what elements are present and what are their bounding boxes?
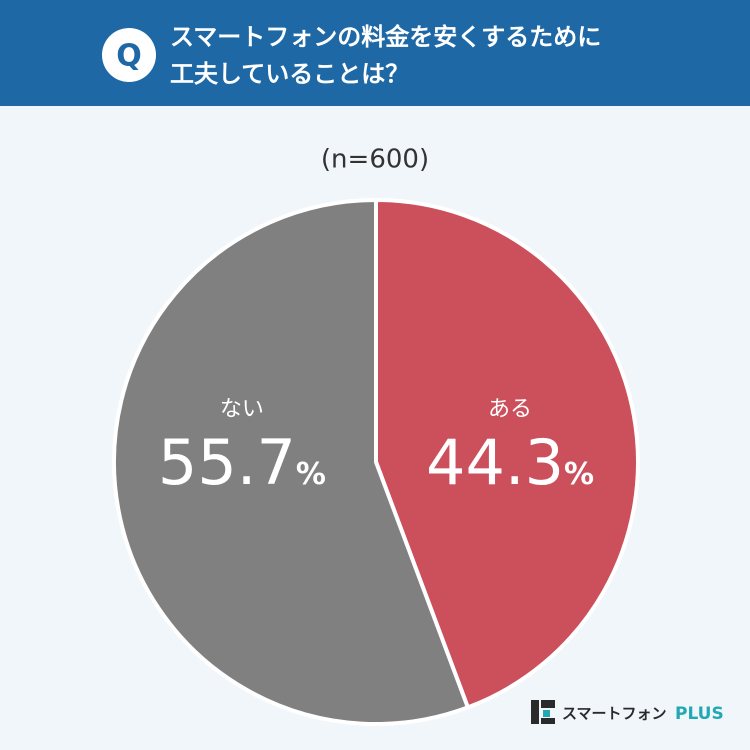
logo-text: PLUS — [675, 704, 724, 724]
value-label: 55.7% — [158, 426, 326, 499]
chart-title: スマートフォンの料金を安くするために — [170, 23, 601, 51]
slice-label: ある — [488, 397, 532, 422]
pie: ある 44.3% ない 55.7% — [112, 198, 640, 726]
logo-shape — [541, 700, 555, 708]
logo-shape — [541, 718, 555, 724]
badge-circle — [102, 28, 156, 82]
slice-label: ない — [220, 397, 264, 422]
value-label: 44.3% — [426, 426, 594, 499]
logo-shape — [543, 710, 550, 717]
logo-icon — [531, 700, 555, 724]
pie-slice — [112, 198, 470, 726]
subtitle: (n=600) — [321, 145, 429, 175]
badge: Q — [116, 39, 142, 74]
logo-text: スマートフォン — [562, 705, 667, 723]
pie-slice — [374, 198, 640, 710]
chart-title: 工夫していることは？ — [170, 60, 409, 88]
logo-shape — [531, 700, 539, 724]
